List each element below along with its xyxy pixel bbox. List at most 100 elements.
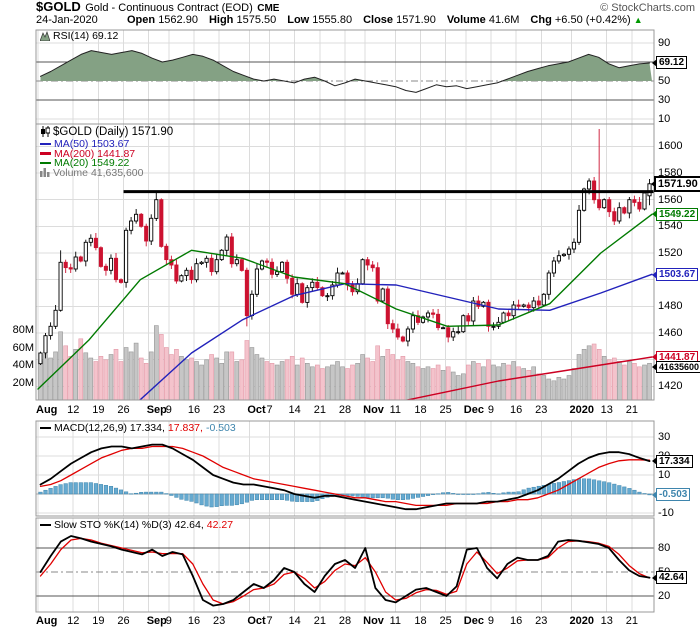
volume-ytick-label: 20M: [12, 376, 34, 389]
ma200-legend-label: MA(200) 1441.87: [54, 147, 136, 160]
ma200-line-swatch: [40, 152, 51, 155]
x-tick-label: 12: [67, 404, 80, 416]
x-tick-label: Oct: [247, 404, 266, 416]
rsi-legend-label: RSI(14) 69.12: [53, 30, 119, 42]
ma20-line-swatch: [40, 161, 51, 165]
macd-legend: MACD(12,26,9) 17.334, 17.837, -0.503: [40, 423, 236, 433]
x-tick-label: 2020: [569, 404, 594, 416]
sto-k-value-callout: 42.64: [652, 571, 688, 585]
price-ytick-label: 1480: [658, 300, 683, 313]
exchange: CME: [257, 3, 280, 14]
x-tick-label-bottom: 11: [389, 615, 402, 627]
ma50-legend-label: MA(50) 1503.67: [54, 138, 130, 150]
rsi-ytick-label: 30: [658, 94, 671, 106]
symbol: $GOLD: [36, 0, 81, 14]
x-tick-label: 26: [117, 404, 130, 416]
symbol-description: Gold - Continuous Contract (EOD): [85, 2, 253, 14]
x-tick-label: 16: [187, 404, 201, 416]
x-tick-label-bottom: 9: [165, 615, 172, 627]
x-tick-label-bottom: 18: [414, 615, 427, 627]
x-tick-label-bottom: 16: [509, 615, 523, 627]
x-tick-label-bottom: 23: [213, 615, 226, 627]
x-tick-label-bottom: 25: [439, 615, 452, 627]
x-tick-label-bottom: 21: [625, 615, 638, 627]
x-tick-label: 18: [414, 404, 427, 416]
sto-line-swatch: [40, 523, 51, 527]
volume-value-callout: 41635600: [652, 360, 700, 373]
price-ytick-label: 1460: [658, 327, 683, 339]
x-tick-label: 16: [509, 404, 523, 416]
callout-arrow: [652, 210, 657, 219]
macd-ytick-label: 10: [658, 469, 671, 481]
ma20-value-callout: 1549.22: [652, 207, 699, 221]
quote-high: High 1575.50: [208, 14, 277, 26]
price-ytick-label: 1600: [658, 140, 683, 153]
quote-date: 24-Jan-2020: [36, 14, 98, 26]
x-tick-label: 28: [338, 404, 352, 416]
x-tick-label: Dec: [463, 404, 484, 416]
x-tick-label-bottom: 9: [487, 615, 494, 627]
chart-area: [0, 28, 700, 644]
callout-arrow: [652, 58, 657, 67]
x-tick-label-bottom: Oct: [247, 615, 266, 627]
x-tick-label: 14: [288, 404, 301, 416]
x-tick-label: 19: [92, 404, 105, 416]
x-tick-label: 23: [535, 404, 548, 416]
x-tick-label: 9: [165, 404, 172, 416]
sto-ytick-label: 20: [658, 590, 671, 602]
up-arrow-icon: ▲: [633, 15, 643, 25]
x-tick-label: Sep: [146, 404, 167, 416]
x-tick-label-bottom: 19: [92, 615, 105, 627]
rsi-value-callout: 69.12: [652, 56, 688, 70]
volume-bars-icon: [40, 168, 50, 177]
quote-open: Open 1562.90: [127, 14, 198, 26]
ma50-line-swatch: [40, 142, 51, 146]
volume-legend: Volume 41,635,600: [40, 167, 144, 178]
callout-arrow: [652, 573, 657, 582]
ma20-legend: MA(20) 1549.22: [40, 158, 129, 168]
callout-arrow: [651, 179, 656, 188]
quote-close: Close 1571.90: [363, 14, 436, 26]
x-tick-label: 9: [487, 404, 494, 416]
sto-legend-label: Slow STO %K(14) %D(3) 42.64,: [54, 519, 204, 531]
price-ytick-label: 1540: [658, 220, 683, 233]
x-tick-label: 21: [625, 404, 638, 416]
volume-ytick-label: 80M: [12, 324, 34, 336]
rsi-ytick-label: 90: [658, 37, 671, 49]
x-tick-label-bottom: 23: [535, 615, 548, 627]
rsi-legend: RSI(14) 69.12: [40, 31, 118, 41]
sto-legend: Slow STO %K(14) %D(3) 42.64, 42.27: [40, 520, 233, 530]
rsi-ytick-label: 50: [658, 75, 671, 87]
x-tick-label-bottom: 13: [600, 615, 613, 627]
callout-arrow: [652, 490, 657, 499]
x-tick-label: Nov: [363, 404, 384, 416]
x-tick-label: 11: [389, 404, 402, 416]
ma50-legend: MA(50) 1503.67: [40, 139, 129, 149]
stockcharts-credit: © StockCharts.com: [600, 2, 695, 14]
x-tick-label: Aug: [36, 404, 58, 416]
x-tick-label-bottom: 12: [67, 615, 80, 627]
x-tick-label: 21: [313, 404, 326, 416]
x-tick-label-bottom: 14: [288, 615, 301, 627]
price-ytick-label: 1520: [658, 247, 683, 259]
ma200-legend: MA(200) 1441.87: [40, 147, 136, 160]
macd-legend-label: MACD(12,26,9) 17.334,: [54, 422, 165, 434]
x-tick-label-bottom: 7: [266, 615, 273, 627]
x-tick-label-bottom: 26: [117, 615, 130, 627]
ma200-value-callout: 1441.87: [652, 350, 699, 364]
macd-hist-value-callout: -0.503: [652, 488, 691, 502]
price-legend-title: $GOLD (Daily) 1571.90: [40, 126, 173, 137]
x-tick-label: 23: [213, 404, 226, 416]
candlestick-icon: [41, 126, 50, 137]
macd-value-callout: 17.334: [652, 454, 693, 468]
x-tick-label-bottom: Aug: [36, 615, 58, 627]
chart-svg: [35, 29, 655, 613]
macd-ytick-label: 30: [658, 431, 671, 443]
price-ytick-label: 1420: [658, 380, 683, 393]
x-tick-label: 25: [439, 404, 452, 416]
x-tick-label: 7: [266, 404, 273, 416]
callout-arrow: [652, 362, 657, 371]
x-tick-label-bottom: 28: [338, 615, 352, 627]
macd-signal-value: 17.837,: [167, 422, 203, 434]
price-legend-label: $GOLD (Daily) 1571.90: [53, 125, 174, 138]
